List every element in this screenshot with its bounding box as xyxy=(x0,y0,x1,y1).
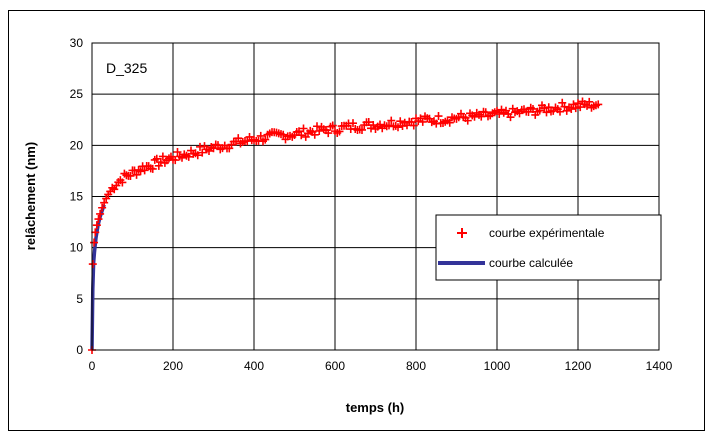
legend-label-experimental: courbe expérimentale xyxy=(489,226,605,240)
data-point-experimental xyxy=(152,154,161,163)
plot-border xyxy=(91,42,660,351)
chart-frame: 0 200 400 600 800 1000 1200 1400 0 5 10 15 20 25 30 D_… xyxy=(8,10,705,431)
x-tick-label: 400 xyxy=(244,359,264,373)
data-point-experimental xyxy=(418,117,427,126)
data-point-experimental xyxy=(243,137,252,146)
data-point-experimental xyxy=(385,121,393,130)
data-point-experimental xyxy=(198,148,207,157)
data-point-experimental xyxy=(158,152,167,161)
data-point-experimental xyxy=(184,152,193,161)
y-tick-label: 10 xyxy=(70,241,84,255)
data-point-experimental xyxy=(387,116,396,125)
data-series xyxy=(88,97,603,354)
data-point-experimental xyxy=(434,112,443,121)
data-point-experimental xyxy=(328,121,337,130)
y-tick-label: 30 xyxy=(70,36,84,50)
data-point-experimental xyxy=(315,126,324,135)
data-point-experimental xyxy=(463,116,472,125)
data-point-experimental xyxy=(140,166,149,175)
data-point-experimental xyxy=(173,148,182,157)
data-point-experimental xyxy=(256,131,265,140)
data-point-experimental xyxy=(585,97,594,106)
data-point-experimental xyxy=(583,101,591,110)
data-point-experimental xyxy=(94,215,103,224)
data-point-experimental xyxy=(576,103,585,112)
annotation-label: D_325 xyxy=(106,60,147,76)
data-point-experimental xyxy=(529,104,537,113)
data-point-experimental xyxy=(477,112,486,121)
data-point-experimental xyxy=(358,125,366,134)
data-point-experimental xyxy=(297,131,306,140)
y-tick-label: 20 xyxy=(70,138,84,152)
data-point-experimental xyxy=(92,221,101,230)
data-point-experimental xyxy=(394,123,402,132)
chart-svg: 0 200 400 600 800 1000 1200 1400 0 5 10 15 20 25 30 D_… xyxy=(23,36,673,415)
data-point-experimental xyxy=(299,124,308,133)
data-point-experimental xyxy=(91,228,100,237)
y-tick-label: 5 xyxy=(76,292,83,306)
data-point-experimental xyxy=(409,121,418,130)
x-tick-label: 1000 xyxy=(484,359,511,373)
data-point-experimental xyxy=(445,118,454,127)
data-point-experimental xyxy=(544,103,553,112)
legend-box xyxy=(435,214,662,281)
x-axis-label: temps (h) xyxy=(346,400,405,415)
data-point-experimental xyxy=(364,118,373,127)
data-point-experimental xyxy=(96,209,105,218)
data-point-experimental xyxy=(261,135,270,144)
data-point-experimental xyxy=(148,164,157,173)
data-point-experimental xyxy=(335,127,344,136)
data-point-experimental xyxy=(542,108,551,117)
data-point-experimental xyxy=(594,100,603,109)
data-point-experimental xyxy=(90,238,99,247)
x-tick-label: 800 xyxy=(406,359,426,373)
data-point-experimental xyxy=(234,134,243,143)
data-point-experimental xyxy=(310,130,319,139)
series-points-experimental xyxy=(88,97,603,354)
data-point-experimental xyxy=(349,119,357,128)
x-tick-label: 0 xyxy=(89,359,96,373)
legend: courbe expérimentale courbe calculée xyxy=(435,214,662,281)
y-tick-label: 25 xyxy=(70,87,84,101)
data-point-experimental xyxy=(88,260,97,269)
data-point-experimental xyxy=(126,171,135,180)
data-point-experimental xyxy=(481,108,490,117)
data-point-experimental xyxy=(524,107,533,116)
data-point-experimental xyxy=(556,107,564,116)
data-point-experimental xyxy=(506,113,515,122)
data-point-experimental xyxy=(567,105,576,114)
legend-marker-experimental xyxy=(457,228,467,238)
data-point-experimental xyxy=(571,104,580,113)
data-point-experimental xyxy=(102,194,111,203)
data-point-experimental xyxy=(396,117,405,126)
x-tick-label: 1400 xyxy=(646,359,673,373)
x-tick-label: 1200 xyxy=(565,359,592,373)
data-point-experimental xyxy=(279,130,288,139)
y-tick-label: 0 xyxy=(76,343,83,357)
data-point-experimental xyxy=(495,109,504,118)
data-point-experimental xyxy=(118,178,127,187)
x-tick-label: 200 xyxy=(163,359,183,373)
data-point-experimental xyxy=(100,198,109,207)
data-point-experimental xyxy=(193,151,202,160)
data-point-experimental xyxy=(98,203,107,212)
y-tick-label: 15 xyxy=(70,190,84,204)
data-point-experimental xyxy=(171,156,180,165)
data-point-experimental xyxy=(214,141,222,150)
data-point-experimental xyxy=(324,129,333,138)
x-tick-label: 600 xyxy=(325,359,345,373)
y-axis-label: relâchement (nm) xyxy=(23,142,38,250)
data-point-experimental xyxy=(540,104,549,113)
data-point-experimental xyxy=(535,106,544,115)
data-point-experimental xyxy=(132,170,141,179)
tick-labels: 0 200 400 600 800 1000 1200 1400 0 5 10 15 20 25 30 xyxy=(70,36,673,373)
data-point-experimental xyxy=(156,158,165,167)
data-point-experimental xyxy=(136,167,145,176)
legend-label-calculated: courbe calculée xyxy=(489,256,573,270)
